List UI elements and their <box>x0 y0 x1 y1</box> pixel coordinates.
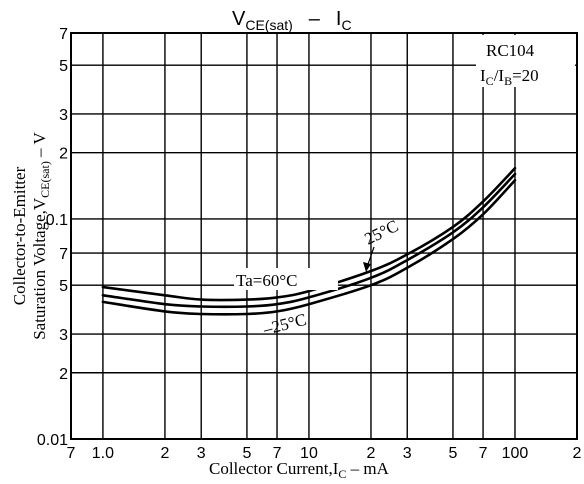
series-line-2 <box>101 178 517 316</box>
series-line-1 <box>101 172 517 309</box>
svg-text:Collector-to-Emitter: Collector-to-Emitter <box>10 166 29 305</box>
grid <box>71 33 577 439</box>
x-tick-label: 3 <box>197 445 206 462</box>
series-line-0 <box>101 166 517 302</box>
x-tick-label: 100 <box>502 445 529 462</box>
y-tick-label: 3 <box>59 327 68 344</box>
chart-title: VCE(sat) – IC <box>232 8 352 33</box>
plot-frame <box>70 32 578 440</box>
y-tick-label: 2 <box>59 146 68 163</box>
x-tick-label: 1.0 <box>92 445 114 462</box>
annotation-minus25c: –25°C <box>260 310 308 339</box>
y-tick-label: 0.01 <box>37 432 68 449</box>
x-tick-label: 7 <box>479 445 488 462</box>
y-tick-label: 7 <box>59 26 68 43</box>
y-tick-label: 5 <box>59 58 68 75</box>
x-tick-label: 2 <box>367 445 376 462</box>
y-tick-label: 0.1 <box>46 212 68 229</box>
y-tick-label: 7 <box>59 246 68 263</box>
x-tick-label: 2 <box>160 445 169 462</box>
y-tick-label: 2 <box>59 366 68 383</box>
y-axis-label: Collector-to-Emitter Saturation Voltage,… <box>10 131 52 339</box>
y-tick-label: 3 <box>59 107 68 124</box>
annotation-25c: 25°C <box>361 216 401 248</box>
condition-ratio: IC/IB=20 <box>480 66 539 88</box>
tick-labels: 7 1.0 2 3 5 7 10 2 3 5 7 100 2 0.01 2 3 5 7 0.1 2 3 5 7 <box>37 26 582 462</box>
curve-annotations: Ta=60°C 25°C –25°C <box>234 216 401 339</box>
x-tick-label: 7 <box>273 445 282 462</box>
condition-model: RC104 <box>486 41 535 60</box>
annotation-25c-arrowhead <box>363 262 371 272</box>
x-axis-label: Collector Current,IC – mA <box>209 459 390 481</box>
y-tick-label: 5 <box>59 278 68 295</box>
x-tick-label: 5 <box>242 445 251 462</box>
annotation-ta60: Ta=60°C <box>236 271 297 290</box>
curves <box>101 166 517 316</box>
svg-text:Saturation Voltage,VCE(sat) –: Saturation Voltage,VCE(sat) – V <box>30 131 52 339</box>
x-tick-label: 7 <box>67 445 76 462</box>
x-tick-label: 10 <box>300 445 318 462</box>
conditions-box: RC104 IC/IB=20 <box>476 35 575 88</box>
x-tick-label: 2 <box>573 445 582 462</box>
x-tick-label: 5 <box>449 445 458 462</box>
x-tick-label: 3 <box>403 445 412 462</box>
